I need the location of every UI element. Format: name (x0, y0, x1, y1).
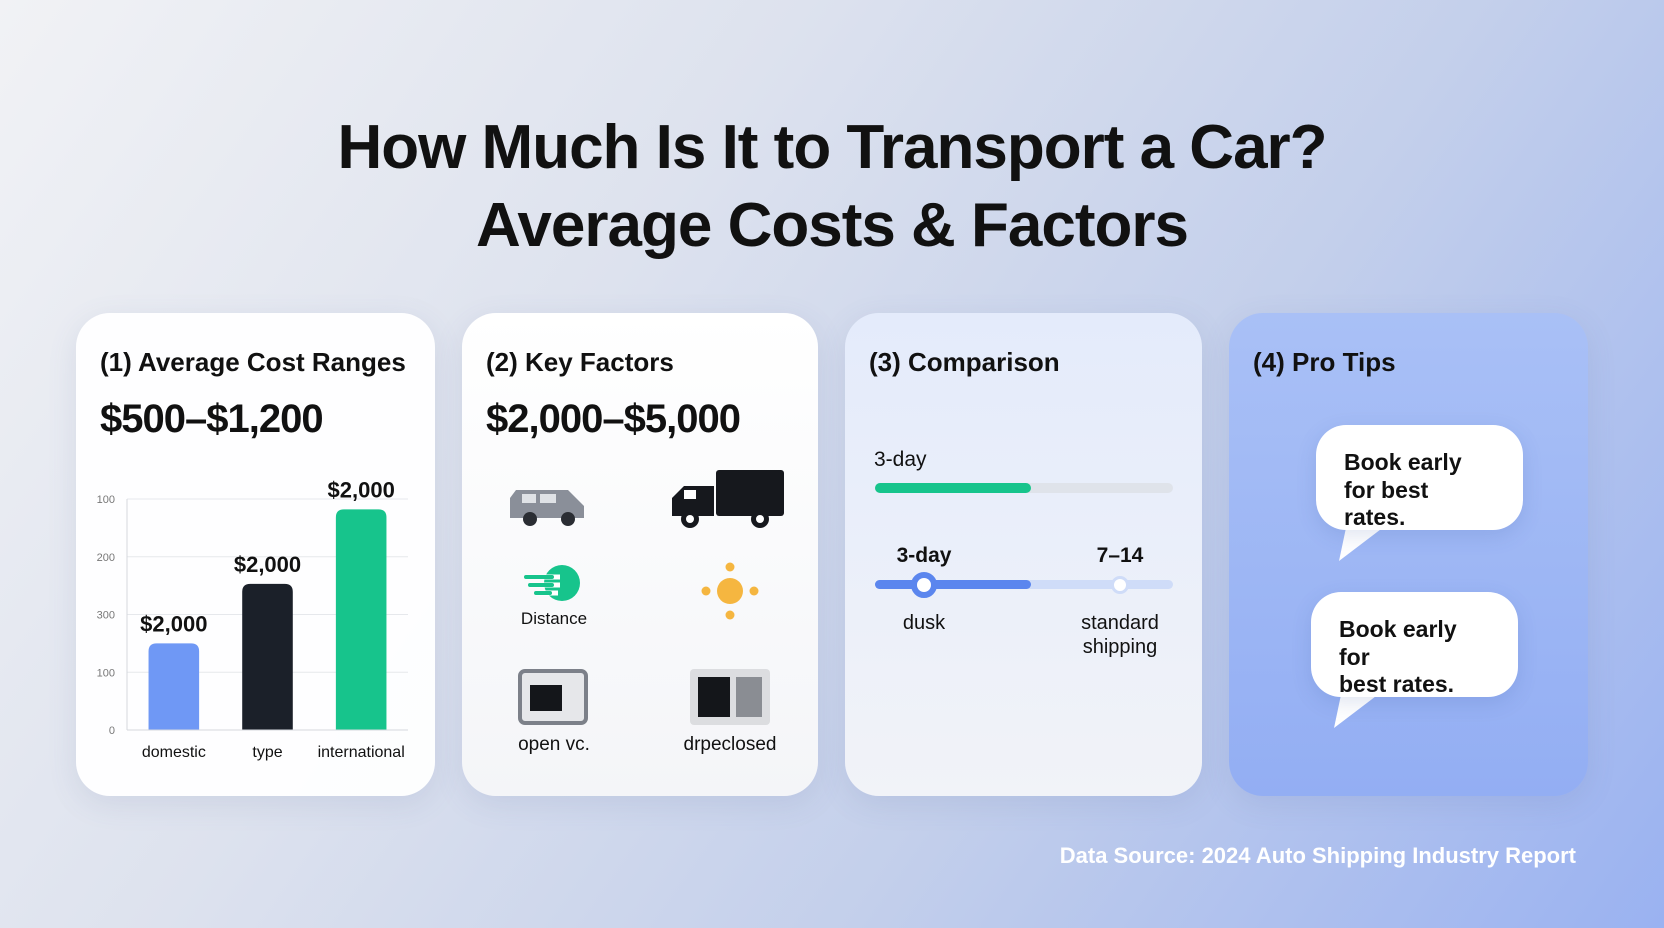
title-line: Average Costs & Factors (475, 191, 1189, 260)
slider-track (875, 580, 1173, 589)
card-heading: (2) Key Factors (486, 347, 674, 377)
title-line: How Much Is It to Transport a Car? (337, 113, 1327, 182)
y-tick-label: 100 (97, 494, 115, 506)
y-tick-label: 100 (97, 667, 115, 679)
icon-label: open vc. (518, 734, 590, 755)
y-tick-label: 200 (97, 552, 115, 564)
tip-bubble: Book early for best rates. (1311, 592, 1518, 697)
slider-label: 3-day (896, 544, 952, 567)
bar (335, 509, 387, 730)
y-tick-label: 0 (109, 725, 115, 737)
card-heading: (4) Pro Tips (1253, 347, 1396, 377)
x-tick-label: international (318, 744, 405, 761)
enclosed-carrier-icon (690, 669, 770, 725)
slider-fill (875, 580, 1031, 589)
progress-fill (875, 483, 1031, 493)
cost-range: $500–$1,200 (100, 397, 324, 441)
x-tick-label: domestic (142, 744, 206, 761)
icon-label: Distance (520, 609, 588, 628)
distance-icon (524, 565, 580, 601)
slider-knob (911, 572, 937, 598)
bar-label: $2,000 (140, 611, 207, 636)
card-heading: (3) Comparison (869, 347, 1060, 377)
bar-label: 3-day (874, 448, 927, 471)
card: (3) Comparison 3-day 3-day 7–14 dusk sta… (845, 313, 1202, 796)
bar-label: $2,000 (234, 552, 301, 577)
bar-chart: 0 100 300 200 100 domestic $2,000 type $2,000 int… (97, 477, 408, 761)
card: (4) Pro Tips Book early for best rates. … (1229, 313, 1588, 796)
bar (148, 643, 200, 730)
card: (1) Average Cost Ranges $500–$1,200 0 100… (76, 313, 435, 796)
x-tick-label: type (252, 744, 282, 761)
slider-knob (1111, 576, 1129, 594)
card: (2) Key Factors $2,000–$5,000 Distance o… (462, 313, 818, 796)
factor-icons (510, 470, 784, 725)
icon-label: drpeclosed (683, 734, 777, 755)
slider-caption: dusk (902, 612, 946, 634)
tip-bubble: Book early for best rates. (1316, 425, 1523, 530)
y-tick-label: 300 (97, 610, 115, 622)
slider-label: 7–14 (1096, 544, 1144, 567)
truck-icon (672, 470, 784, 528)
van-icon (510, 490, 584, 526)
progress-track (875, 483, 1173, 493)
bubble-tail (1339, 523, 1389, 561)
slider-caption: standard shipping (1081, 612, 1159, 658)
bubble-tail (1334, 690, 1384, 728)
sun-icon (701, 562, 759, 620)
bar (242, 583, 293, 730)
open-carrier-icon (518, 669, 588, 725)
source-note: Data Source: 2024 Auto Shipping Industry… (1059, 843, 1576, 868)
card-heading: (1) Average Cost Ranges (100, 347, 406, 377)
cost-range: $2,000–$5,000 (486, 397, 741, 441)
bar-label: $2,000 (328, 477, 395, 502)
